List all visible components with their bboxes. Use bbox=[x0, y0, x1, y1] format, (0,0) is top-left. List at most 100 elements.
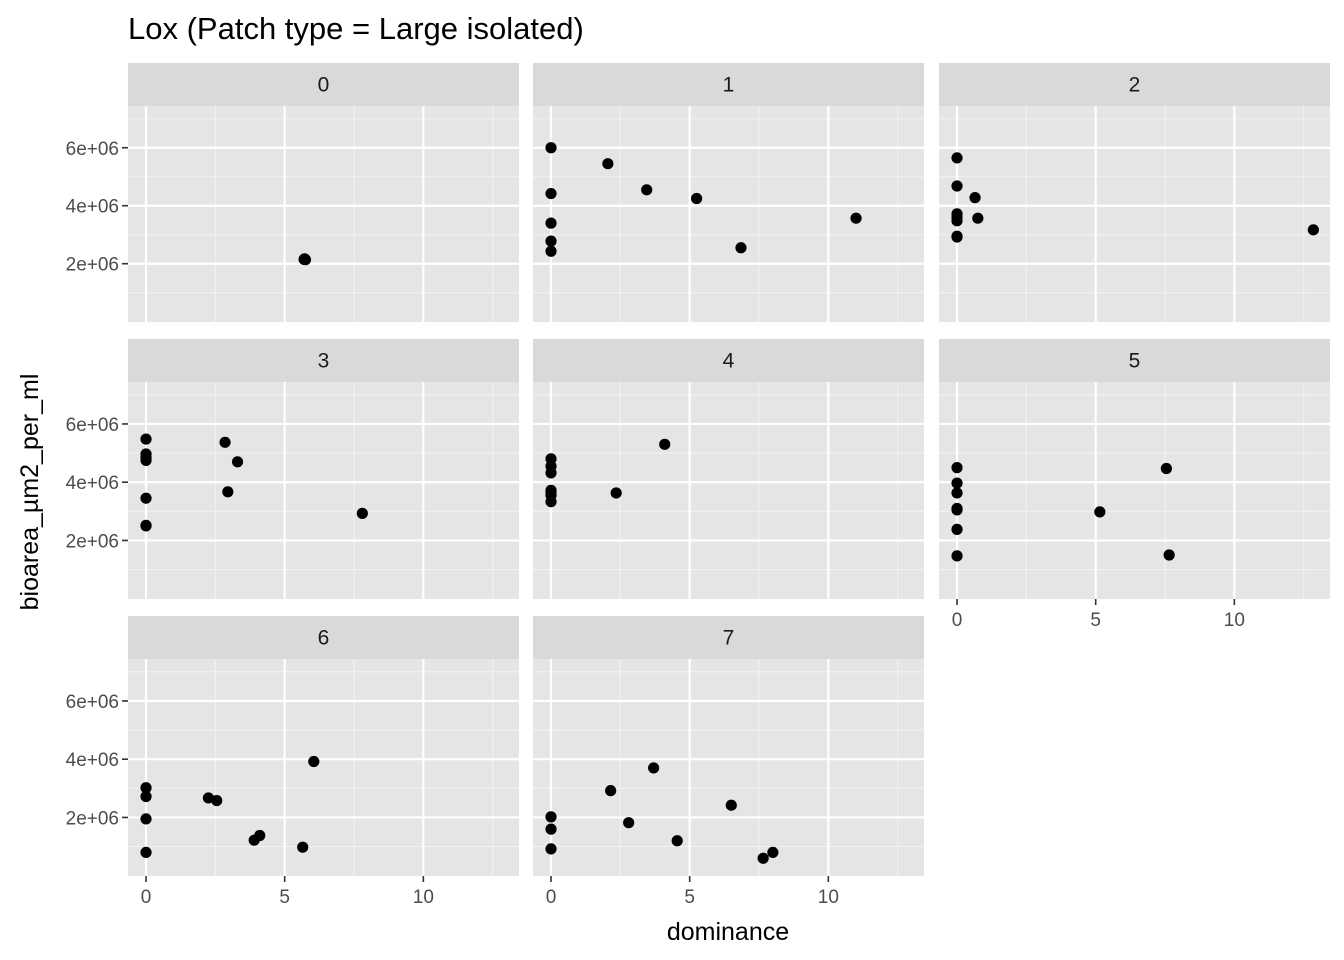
data-point bbox=[140, 454, 152, 466]
data-point bbox=[1094, 506, 1106, 518]
x-tick-label: 0 bbox=[141, 887, 152, 908]
data-point bbox=[222, 486, 234, 498]
data-point bbox=[356, 507, 368, 519]
data-point bbox=[951, 231, 963, 243]
data-point bbox=[140, 492, 152, 504]
data-point bbox=[545, 245, 557, 257]
data-point bbox=[735, 242, 747, 254]
data-point bbox=[671, 835, 683, 847]
y-axis-title: bioarea_µm2_per_ml bbox=[16, 374, 44, 611]
data-point bbox=[605, 785, 617, 797]
panel-background bbox=[128, 382, 519, 599]
data-point bbox=[951, 487, 963, 499]
panel-background bbox=[128, 659, 519, 876]
data-point bbox=[951, 180, 963, 192]
data-point bbox=[140, 813, 152, 825]
y-tick-label: 2e+06 bbox=[66, 255, 119, 276]
data-point bbox=[248, 834, 260, 846]
data-point bbox=[850, 212, 862, 224]
data-point bbox=[641, 184, 653, 196]
data-point bbox=[610, 487, 622, 499]
y-tick-label: 4e+06 bbox=[66, 750, 119, 771]
panel-background bbox=[533, 382, 924, 599]
facet-panel-0: 0 2e+06 4e+06 6e+06 bbox=[66, 63, 519, 322]
data-point bbox=[545, 467, 557, 479]
x-tick-label: 5 bbox=[279, 887, 290, 908]
x-tick-label: 10 bbox=[413, 887, 434, 908]
facet-strip bbox=[533, 339, 924, 382]
data-point bbox=[545, 187, 557, 200]
y-tick-label: 6e+06 bbox=[66, 139, 119, 160]
data-point bbox=[951, 504, 963, 516]
y-tick-label: 2e+06 bbox=[66, 531, 119, 552]
data-point bbox=[969, 192, 981, 204]
data-point bbox=[1160, 462, 1172, 475]
panels-layer: 0 2e+06 4e+06 6e+06 1 2 3 2e+06 4e+06 6e+06 4 5 0 5 10… bbox=[66, 63, 1330, 908]
data-point bbox=[545, 496, 557, 508]
data-point bbox=[219, 436, 231, 448]
facet-panel-7: 7 0 5 10 bbox=[533, 616, 924, 908]
facet-strip bbox=[533, 616, 924, 659]
data-point bbox=[659, 438, 671, 450]
facet-panel-1: 1 bbox=[533, 63, 924, 322]
panel-background bbox=[533, 659, 924, 876]
y-tick-label: 4e+06 bbox=[66, 473, 119, 494]
data-point bbox=[623, 817, 635, 829]
data-point bbox=[299, 254, 312, 266]
x-tick-label: 10 bbox=[818, 887, 839, 908]
facet-strip-label: 2 bbox=[1129, 74, 1141, 97]
panel-background bbox=[533, 106, 924, 322]
facet-strip bbox=[128, 63, 519, 106]
data-point bbox=[545, 823, 557, 835]
data-point bbox=[951, 523, 963, 535]
data-point bbox=[140, 790, 152, 803]
data-point bbox=[140, 520, 152, 532]
x-tick-label: 5 bbox=[684, 887, 695, 908]
y-tick-label: 6e+06 bbox=[66, 692, 119, 713]
facet-panel-2: 2 bbox=[939, 63, 1330, 322]
facet-strip-label: 6 bbox=[318, 627, 330, 650]
data-point bbox=[951, 462, 963, 474]
data-point bbox=[545, 142, 557, 154]
facet-strip bbox=[533, 63, 924, 106]
data-point bbox=[211, 794, 223, 807]
data-point bbox=[725, 799, 737, 811]
data-point bbox=[1307, 224, 1319, 236]
data-point bbox=[951, 477, 963, 489]
chart-title: Lox (Patch type = Large isolated) bbox=[128, 11, 584, 46]
data-point bbox=[545, 217, 557, 229]
data-point bbox=[691, 192, 703, 205]
facet-panel-3: 3 2e+06 4e+06 6e+06 bbox=[66, 339, 519, 599]
data-point bbox=[308, 755, 320, 768]
data-point bbox=[1163, 549, 1175, 561]
data-point bbox=[602, 158, 614, 170]
facet-strip-label: 4 bbox=[723, 350, 735, 373]
y-tick-label: 6e+06 bbox=[66, 415, 119, 436]
data-point bbox=[951, 215, 963, 227]
facet-strip-label: 0 bbox=[318, 74, 330, 97]
data-point bbox=[545, 235, 557, 247]
y-tick-label: 2e+06 bbox=[66, 808, 119, 829]
data-point bbox=[231, 456, 244, 468]
x-tick-label: 0 bbox=[546, 887, 557, 908]
data-point bbox=[545, 843, 557, 855]
data-point bbox=[545, 811, 557, 823]
x-tick-label: 5 bbox=[1090, 610, 1101, 631]
facet-strip-label: 7 bbox=[723, 627, 735, 650]
data-point bbox=[140, 433, 152, 445]
facet-strip bbox=[939, 339, 1330, 382]
facet-panel-6: 6 2e+06 4e+06 6e+06 0 5 10 bbox=[66, 616, 519, 908]
facet-strip-label: 5 bbox=[1129, 350, 1141, 373]
facet-strip-label: 3 bbox=[318, 350, 330, 373]
data-point bbox=[140, 782, 152, 794]
y-tick-label: 4e+06 bbox=[66, 197, 119, 218]
facet-panel-5: 5 0 5 10 bbox=[939, 339, 1330, 631]
panel-background bbox=[939, 382, 1330, 599]
data-point bbox=[972, 212, 984, 224]
data-point bbox=[648, 762, 660, 774]
data-point bbox=[951, 550, 963, 562]
panel-background bbox=[128, 106, 519, 322]
facet-strip bbox=[128, 339, 519, 382]
x-tick-label: 10 bbox=[1224, 610, 1245, 631]
